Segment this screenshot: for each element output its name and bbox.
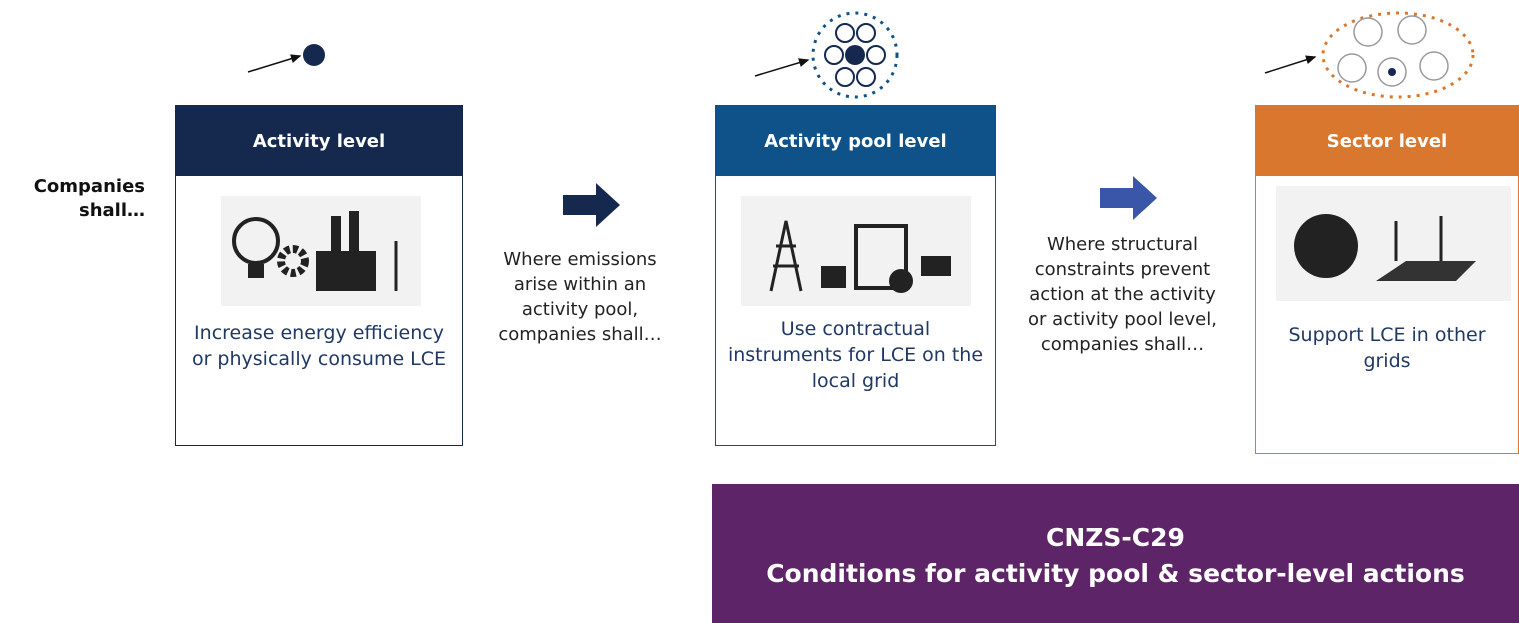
footer-title: Conditions for activity pool & sector-le… [712,556,1519,592]
footer-code: CNZS-C29 [712,520,1519,556]
level-card: Sector level Support LCE in other grids [1255,105,1519,454]
diagram: Companies shall… Activity level Increase… [0,0,1519,623]
side-label: Companies shall… [20,175,145,223]
level-title: Sector level [1256,106,1518,176]
transition-text: Where structural constraints prevent act… [1020,232,1225,357]
footer-banner: CNZS-C29 Conditions for activity pool & … [712,484,1519,623]
level-icon [741,196,971,306]
level-title: Activity level [176,106,462,176]
level-card: Activity pool level Use contractual inst… [715,105,996,446]
level-description: Use contractual instruments for LCE on t… [726,316,985,394]
level-icon [1276,186,1511,301]
level-description: Increase energy efficiency or physically… [186,320,452,372]
transition-text: Where emissions arise within an activity… [480,247,680,347]
level-icon [221,196,421,306]
level-title: Activity pool level [716,106,995,176]
level-description: Support LCE in other grids [1266,322,1508,374]
level-card: Activity level Increase energy efficienc… [175,105,463,446]
